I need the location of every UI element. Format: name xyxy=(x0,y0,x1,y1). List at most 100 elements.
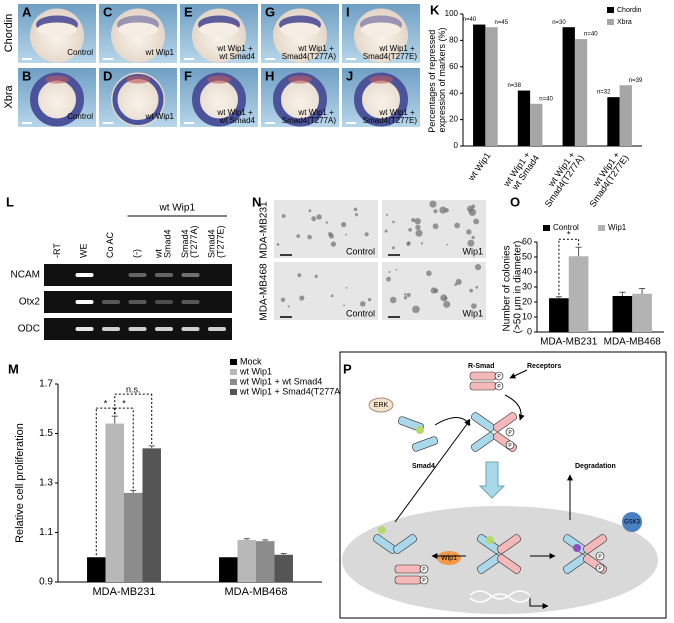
colony xyxy=(308,209,312,213)
embryo xyxy=(111,72,165,127)
significance: * xyxy=(122,399,126,409)
colony xyxy=(443,300,451,308)
colony xyxy=(388,270,391,274)
significance: * xyxy=(567,230,571,240)
significance: * xyxy=(104,399,108,409)
phospho xyxy=(595,563,605,573)
bar xyxy=(87,557,106,582)
colony xyxy=(415,229,423,237)
error-bar xyxy=(555,296,562,299)
row-label: Otx2 xyxy=(19,297,41,308)
lane-label: Smad4 (T277E) xyxy=(207,225,226,258)
pigment xyxy=(288,75,312,84)
colony-image xyxy=(274,200,378,258)
y-axis-label: Relative cell proliferation xyxy=(14,423,26,543)
band xyxy=(75,327,94,331)
colony xyxy=(446,243,449,246)
x-tick-label: MDA-MB231 xyxy=(540,337,598,348)
colony xyxy=(359,301,366,307)
gsk3 xyxy=(622,512,642,532)
colony xyxy=(367,298,372,302)
error-bar xyxy=(280,553,287,555)
panel-letter: C xyxy=(103,4,113,19)
caption: Control xyxy=(67,112,93,121)
colony xyxy=(412,305,420,314)
band xyxy=(128,300,147,304)
x-tick-label: wt Wip1 + Smad4(T277A) xyxy=(536,148,587,209)
legend-label: wt Wip1 + wt Smad4 xyxy=(239,376,322,386)
colony xyxy=(314,274,318,278)
legend-swatch xyxy=(230,379,237,385)
y-tick-label: 80 xyxy=(449,36,458,45)
legend-label: Chordin xyxy=(617,7,642,14)
band xyxy=(208,327,226,331)
n-label: n=45 xyxy=(495,20,509,26)
y-tick-label: 0 xyxy=(454,141,459,150)
bar xyxy=(568,256,589,332)
band xyxy=(102,300,120,304)
colony xyxy=(411,217,416,223)
colony xyxy=(345,233,347,236)
row-label: NCAM xyxy=(11,270,40,281)
colony xyxy=(343,304,345,307)
phosphate xyxy=(416,426,424,434)
colony xyxy=(469,288,474,293)
colony xyxy=(385,213,389,216)
colony xyxy=(403,296,408,300)
colony xyxy=(475,285,479,289)
n-label: n=40 xyxy=(539,96,553,102)
caption: wt Wip1 + wt Smad4 xyxy=(216,44,255,61)
bar xyxy=(485,27,498,147)
embryo-inner xyxy=(37,22,77,37)
panel-letter: D xyxy=(103,68,112,83)
bar xyxy=(612,296,633,332)
smad-block xyxy=(470,432,496,452)
panel-letter: L xyxy=(6,194,14,209)
big-arrow xyxy=(478,461,506,499)
colony xyxy=(281,214,286,218)
arrow xyxy=(394,419,471,523)
panel-letter: H xyxy=(265,68,274,83)
label: Wip1 xyxy=(441,555,457,562)
y-tick-label: 40 xyxy=(449,88,458,97)
y-tick-label: 0.9 xyxy=(39,577,53,588)
colony xyxy=(330,294,334,298)
label: ERK xyxy=(374,402,389,409)
error-bar xyxy=(262,539,269,542)
band xyxy=(155,273,173,277)
label: Degradation xyxy=(575,463,616,470)
n-label: n=32 xyxy=(597,90,611,96)
panel-letter: A xyxy=(22,4,32,19)
phospho-label: P xyxy=(497,384,501,390)
erk xyxy=(368,397,394,413)
y-tick-label: 50 xyxy=(522,251,532,261)
band xyxy=(155,327,173,331)
arrow xyxy=(509,369,528,379)
n-label: n=30 xyxy=(552,20,566,26)
colony xyxy=(433,209,438,214)
panel-letter: M xyxy=(8,361,19,376)
y-tick-label: 10 xyxy=(522,311,532,321)
caption: wt Wip1 + Smad4(T277E) xyxy=(363,108,418,125)
colony xyxy=(354,213,358,217)
caption: Control xyxy=(67,48,93,57)
phospho-label: P xyxy=(508,430,512,436)
embryo-inner xyxy=(199,22,239,37)
panel-letter: F xyxy=(184,68,192,83)
embryo-inner xyxy=(118,22,158,37)
band xyxy=(102,327,120,331)
legend-swatch xyxy=(598,225,605,231)
phosphate xyxy=(486,536,494,544)
phospho-label: P xyxy=(598,566,602,572)
smad-block xyxy=(394,575,422,585)
phospho xyxy=(595,551,605,561)
x-tick-label: wt Wip1 xyxy=(466,151,493,184)
group-label: wt Wip1 xyxy=(158,203,195,214)
colony xyxy=(420,242,424,245)
panel-letter: O xyxy=(510,194,520,209)
colony xyxy=(299,295,305,301)
colony xyxy=(276,243,280,246)
embryo-inner xyxy=(280,22,320,37)
x-tick-label: MDA-MB468 xyxy=(225,586,288,598)
